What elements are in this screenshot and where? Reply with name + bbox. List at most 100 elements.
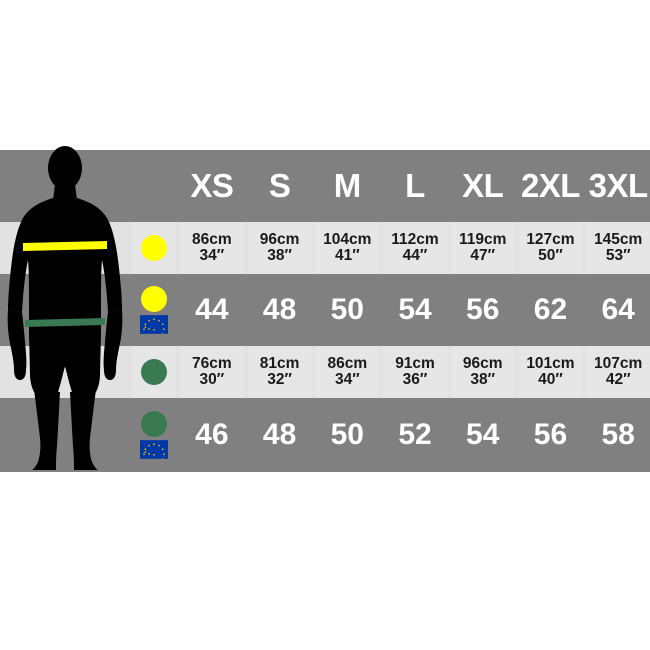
chest-cm-3xl: 145cm 53″ [586,222,650,274]
waist-cm-xl: 96cm 38″ [450,346,515,398]
yellow-dot-icon [141,235,167,261]
measurement-inch: 34″ [334,371,360,388]
measurement-cm: 112cm [391,230,439,248]
eu-size-value: 64 [601,293,635,327]
measurement-inch: 30″ [199,371,225,388]
size-label: M [333,166,362,204]
eu-size-value: 54 [398,293,432,327]
size-header-xs: XS [180,150,244,222]
measurement-inch: 34″ [199,247,225,264]
measurement-cm: 101cm [526,354,575,372]
chest-eu-xs: 44 [180,274,244,346]
eu-size-value: 50 [330,418,364,452]
measurement-cm: 91cm [395,354,435,372]
waist-cm-s: 81cm 32″ [247,346,312,398]
waist-eu-xs: 46 [180,398,244,472]
size-label: S [268,166,291,204]
size-label: 3XL [588,166,649,204]
icon-stack [140,411,168,459]
eu-size-value: 46 [195,418,229,452]
measurement-cm: 96cm [462,354,503,372]
green-dot-icon [141,411,167,437]
chest-eu-s: 48 [247,274,312,346]
size-label: XL [462,166,504,204]
eu-flag-icon [140,440,168,459]
male-body-silhouette [7,146,123,470]
size-header-3xl: 3XL [586,150,650,222]
chest-eu-3xl: 64 [586,274,650,346]
waist-tape-line [25,318,105,327]
measurement-cm: 107cm [594,354,643,372]
eu-size-value: 48 [262,418,297,452]
size-label: XS [190,166,234,204]
eu-size-value: 52 [398,418,432,452]
eu-size-value: 56 [533,418,568,452]
size-header-xl: XL [450,150,515,222]
waist-eu-3xl: 58 [586,398,650,472]
eu-size-value: 48 [262,293,297,327]
waist-cm-3xl: 107cm 42″ [586,346,650,398]
chest-cm-xs: 86cm 34″ [180,222,244,274]
chest-cm-s: 96cm 38″ [247,222,312,274]
measurement-cm: 96cm [259,230,300,248]
waist-eu-l: 52 [383,398,447,472]
icon-stack [141,235,167,261]
icon-stack [141,359,167,385]
waist-eu-m: 50 [315,398,380,472]
body-figure-panel [0,146,130,472]
measurement-cm: 145cm [594,230,643,248]
size-table: XS S M L XL 2XL 3XL 86cm 34″ 96cm 38″ 104c… [132,150,650,472]
size-label: L [405,166,425,204]
eu-flag-icon [140,315,168,334]
measurement-inch: 53″ [605,247,631,264]
table-row-waist-eu-size: 46 48 50 52 54 56 58 [132,398,650,472]
measurement-cm: 104cm [323,230,372,248]
measurement-inch: 32″ [267,371,292,388]
eu-size-value: 62 [533,293,568,327]
icon-stack [140,286,168,334]
chest-cm-m: 104cm 41″ [315,222,380,274]
waist-cm-m: 86cm 34″ [315,346,380,398]
measurement-cm: 76cm [192,354,232,372]
yellow-dot-icon [141,286,167,312]
measurement-cm: 127cm [526,230,575,248]
chest-cm-xl: 119cm 47″ [450,222,515,274]
measurement-cm: 86cm [192,230,232,248]
measurement-cm: 86cm [327,354,368,372]
waist-eu-xl: 54 [450,398,515,472]
icon-cell-header [132,150,176,222]
measurement-inch: 41″ [334,247,360,264]
chest-eu-xl: 56 [450,274,515,346]
measurement-inch: 47″ [470,247,496,264]
measurement-inch: 38″ [470,371,496,388]
measurement-cm: 81cm [259,354,300,372]
eu-size-value: 58 [601,418,635,452]
chest-cm-2xl: 127cm 50″ [518,222,583,274]
table-row-chest-eu-size: 44 48 50 54 56 62 64 [132,274,650,346]
measurement-inch: 38″ [267,247,292,264]
icon-cell-chest-measurement [132,222,176,274]
icon-cell-waist-eu-size [132,398,176,472]
measurement-inch: 42″ [605,371,631,388]
eu-size-value: 54 [466,418,500,452]
eu-size-value: 50 [330,293,364,327]
size-header-m: M [315,150,380,222]
size-header-s: S [247,150,312,222]
size-label: 2XL [520,166,581,204]
measurement-inch: 36″ [402,371,428,388]
chest-eu-2xl: 62 [518,274,583,346]
eu-size-value: 56 [466,293,500,327]
waist-eu-s: 48 [247,398,312,472]
measurement-inch: 40″ [538,371,563,388]
measurement-inch: 50″ [538,247,563,264]
waist-eu-2xl: 56 [518,398,583,472]
table-row-header: XS S M L XL 2XL 3XL [132,150,650,222]
icon-cell-waist-measurement [132,346,176,398]
table-row-chest-measurement: 86cm 34″ 96cm 38″ 104cm 41″ 112cm 44″ 119cm 4… [132,222,650,274]
measurement-cm: 119cm [459,230,507,248]
size-header-2xl: 2XL [518,150,583,222]
chest-tape-line [23,241,107,251]
chest-eu-m: 50 [315,274,380,346]
waist-cm-xs: 76cm 30″ [180,346,244,398]
